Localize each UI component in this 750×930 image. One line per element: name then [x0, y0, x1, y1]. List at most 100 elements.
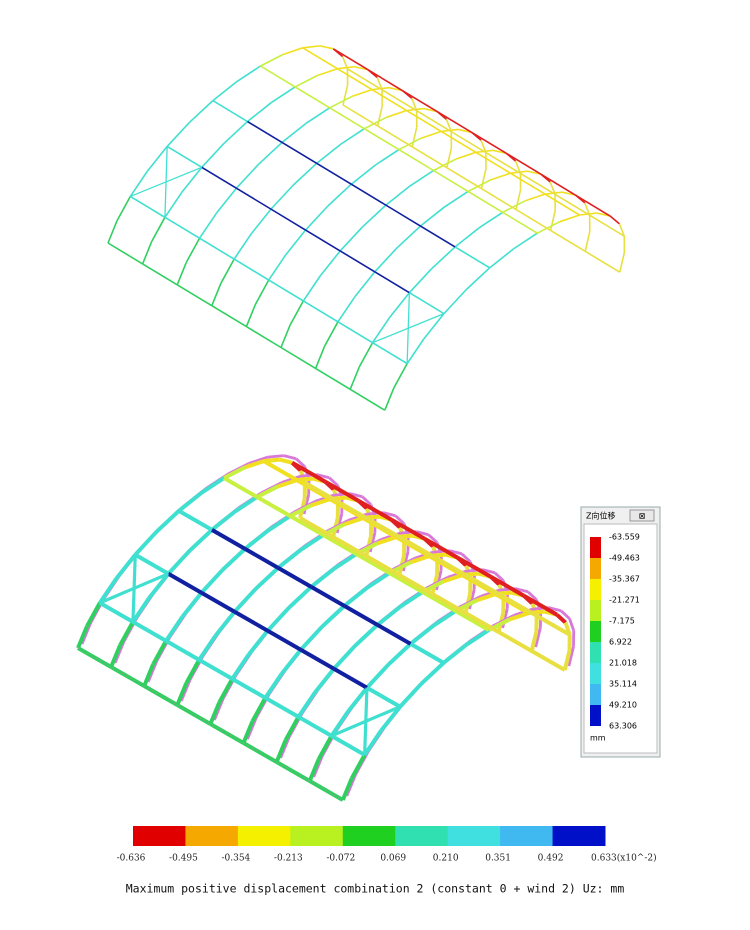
arch	[246, 629, 270, 656]
purlin	[336, 68, 373, 91]
purlin	[390, 518, 426, 541]
arch-outer	[482, 568, 496, 575]
purlin	[365, 554, 401, 577]
caption: Maximum positive displacement combinatio…	[126, 882, 625, 896]
arch	[329, 95, 353, 109]
purlin	[550, 229, 586, 252]
arch	[562, 650, 572, 671]
arch-outer	[246, 716, 258, 740]
purlin	[381, 89, 418, 112]
arch	[376, 605, 402, 627]
purlin	[398, 573, 434, 596]
purlin	[299, 647, 335, 671]
arch-outer	[382, 511, 396, 518]
arch	[386, 642, 412, 667]
purlin	[440, 130, 477, 154]
arch	[302, 275, 321, 302]
purlin	[322, 533, 358, 556]
arch-outer	[415, 530, 429, 537]
arch	[208, 701, 222, 725]
arch	[502, 200, 526, 214]
arch	[271, 86, 296, 104]
purlin	[370, 519, 406, 542]
arch-outer	[394, 514, 405, 525]
purlin	[310, 585, 346, 608]
purlin	[231, 677, 267, 700]
arch	[339, 226, 363, 252]
purlin	[142, 263, 178, 286]
arch	[480, 168, 487, 189]
arch	[245, 303, 257, 327]
arch	[420, 130, 442, 139]
purlin	[339, 250, 376, 273]
arch-outer	[560, 609, 571, 620]
arch	[385, 185, 411, 206]
purlin	[176, 284, 213, 307]
arch	[340, 777, 354, 801]
arch-outer	[312, 754, 324, 778]
arch	[371, 317, 391, 344]
arch	[337, 296, 356, 323]
arch	[374, 148, 400, 166]
purlin	[377, 125, 413, 148]
arch-outer	[448, 549, 463, 556]
arch	[250, 696, 268, 723]
close-button[interactable]	[629, 509, 655, 522]
arch	[285, 229, 307, 256]
purlin	[280, 346, 317, 370]
purlin	[332, 666, 368, 690]
arch	[142, 663, 156, 687]
arch	[276, 548, 303, 570]
tube-model	[76, 454, 576, 802]
arch	[279, 457, 293, 465]
arch	[317, 67, 338, 77]
arch	[406, 338, 425, 365]
arch	[337, 65, 355, 70]
arch	[366, 571, 391, 590]
purlin	[289, 514, 325, 537]
arch-outer	[568, 618, 576, 632]
purlin	[363, 128, 400, 151]
purlin	[575, 194, 611, 217]
arch	[280, 648, 303, 675]
arch	[233, 233, 252, 260]
arch	[350, 753, 367, 780]
arch	[442, 573, 464, 584]
purlin	[376, 623, 412, 646]
purlin	[469, 576, 505, 599]
purlin	[270, 208, 306, 231]
arch	[609, 215, 620, 225]
purlin	[403, 538, 439, 561]
arch-outer	[80, 621, 93, 645]
arch-outer	[267, 454, 284, 459]
legend-label: 35.114	[609, 680, 637, 689]
arch	[223, 120, 249, 145]
arch	[388, 292, 410, 319]
arch	[116, 196, 132, 221]
brace	[131, 554, 137, 622]
purlin	[431, 592, 467, 615]
arch	[467, 179, 491, 193]
purlin	[522, 594, 559, 617]
purlin	[544, 193, 581, 216]
arch	[296, 691, 317, 718]
legend-title: Z向位移	[586, 511, 615, 521]
color-label: 0.633(x10^-2)	[591, 853, 657, 864]
arch	[299, 625, 324, 652]
arch-outer	[113, 640, 126, 664]
purlin	[365, 685, 402, 709]
arch	[329, 710, 350, 737]
color-label: 0.210	[433, 854, 459, 864]
arch	[283, 715, 301, 742]
arch	[316, 143, 342, 164]
arch	[340, 128, 365, 145]
arch	[365, 663, 390, 690]
arch	[107, 220, 118, 244]
arch	[254, 566, 280, 591]
color-label: -0.213	[274, 854, 303, 864]
purlin	[505, 152, 542, 175]
purlin	[303, 481, 340, 504]
purlin	[233, 609, 269, 633]
arch	[559, 214, 580, 223]
